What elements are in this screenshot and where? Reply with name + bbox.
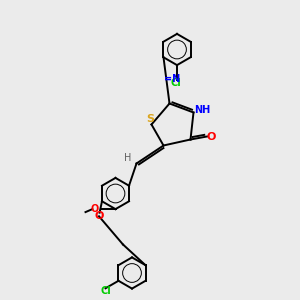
Text: S: S — [146, 114, 154, 124]
Text: O: O — [94, 211, 104, 221]
Text: Cl: Cl — [100, 286, 111, 296]
Text: NH: NH — [194, 105, 210, 115]
Text: =N: =N — [164, 74, 180, 84]
Text: H: H — [124, 153, 132, 163]
Text: O: O — [207, 131, 216, 142]
Text: Cl: Cl — [170, 77, 181, 88]
Text: O: O — [90, 204, 99, 214]
